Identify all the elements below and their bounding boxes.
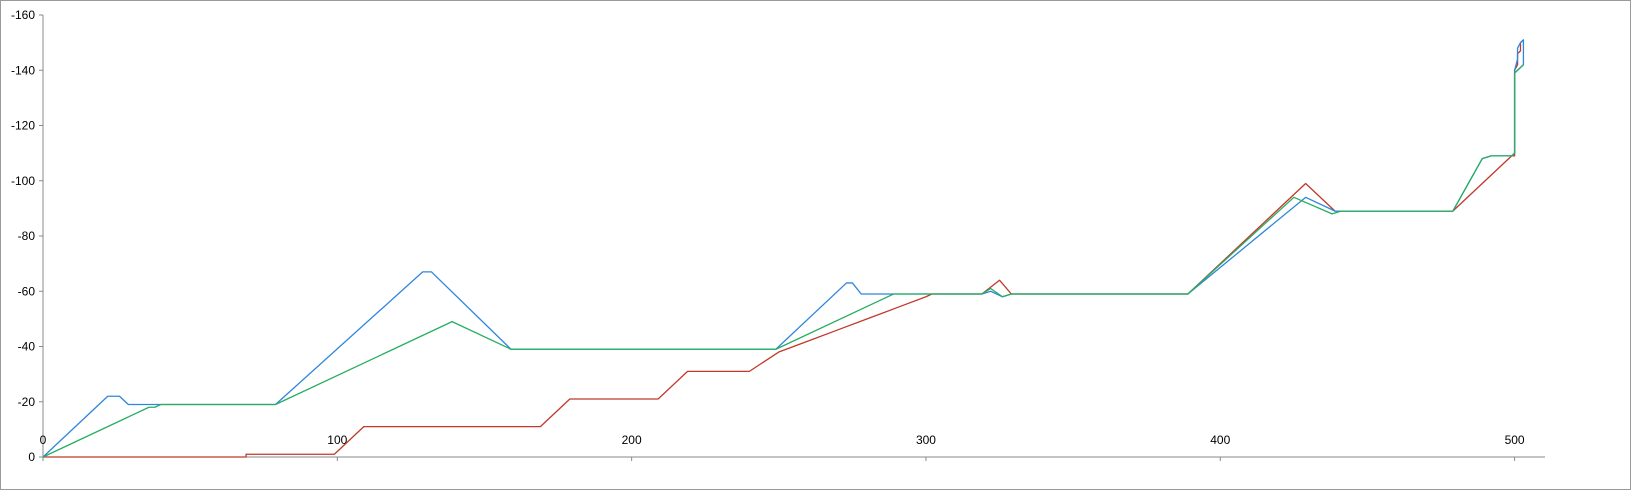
x-tick-label: 100 bbox=[327, 433, 347, 447]
y-tick-label: -160 bbox=[11, 8, 35, 22]
y-tick-label: -20 bbox=[18, 395, 36, 409]
x-tick-label: 200 bbox=[622, 433, 642, 447]
y-tick-label: -80 bbox=[18, 229, 36, 243]
y-tick-label: 0 bbox=[28, 450, 35, 464]
y-tick-label: -140 bbox=[11, 63, 35, 77]
series-layer bbox=[42, 39, 1525, 458]
y-tick-label: -60 bbox=[18, 284, 36, 298]
series-line-1 bbox=[43, 39, 1524, 458]
y-tick-label: -100 bbox=[11, 174, 35, 188]
series-line-2 bbox=[42, 39, 1525, 458]
x-tick-label: 500 bbox=[1505, 433, 1525, 447]
x-tick-label: 300 bbox=[916, 433, 936, 447]
y-tick-label: -40 bbox=[18, 340, 36, 354]
x-tick-label: 0 bbox=[40, 433, 47, 447]
series-line-3 bbox=[42, 64, 1524, 458]
x-tick-label: 400 bbox=[1210, 433, 1230, 447]
tick-labels: 0 -20 -40 -60 -80 -100 -120 -140 -160 0 100 200 300 4… bbox=[11, 8, 1525, 464]
axes bbox=[39, 14, 1545, 461]
y-tick-label: -120 bbox=[11, 119, 35, 133]
